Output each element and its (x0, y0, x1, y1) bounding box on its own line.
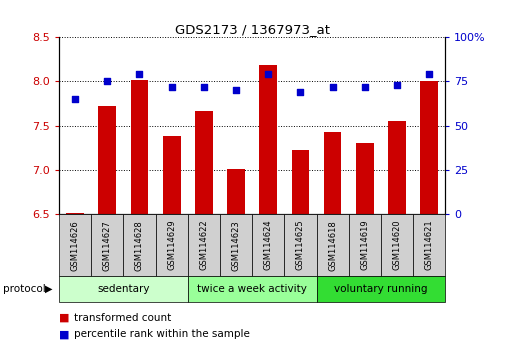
Text: GSM114625: GSM114625 (296, 220, 305, 270)
Bar (98, 106, 116, 214)
Bar (163, 136, 181, 214)
Text: transformed count: transformed count (74, 313, 172, 322)
Text: GSM114623: GSM114623 (231, 220, 241, 270)
Text: GSM114626: GSM114626 (71, 220, 80, 270)
Bar (324, 132, 342, 214)
Point (103, 79, 111, 84)
Text: ▶: ▶ (45, 284, 52, 294)
Text: GSM114629: GSM114629 (167, 220, 176, 270)
Text: GSM114624: GSM114624 (264, 220, 273, 270)
Bar (66, 213, 84, 214)
Bar (291, 150, 309, 214)
Text: ■: ■ (59, 313, 69, 322)
Bar (195, 110, 213, 214)
Text: percentile rank within the sample: percentile rank within the sample (74, 329, 250, 339)
Text: protocol: protocol (3, 284, 45, 294)
Text: GSM114628: GSM114628 (135, 220, 144, 270)
Bar (420, 80, 438, 214)
Text: voluntary running: voluntary running (334, 284, 428, 294)
Title: GDS2173 / 1367973_at: GDS2173 / 1367973_at (174, 23, 330, 36)
Point (135, 72, 144, 77)
Point (328, 84, 337, 90)
Point (393, 82, 401, 88)
Text: GSM114619: GSM114619 (360, 220, 369, 270)
Text: GSM114621: GSM114621 (425, 220, 433, 270)
Text: twice a week activity: twice a week activity (197, 284, 307, 294)
Text: GSM114627: GSM114627 (103, 220, 112, 270)
Bar (356, 143, 373, 214)
Point (168, 84, 176, 90)
Bar (388, 121, 406, 214)
Text: sedentary: sedentary (97, 284, 150, 294)
Point (361, 84, 369, 90)
Point (297, 89, 305, 95)
Point (264, 72, 272, 77)
Bar (227, 169, 245, 214)
Point (71, 96, 79, 102)
Bar (260, 65, 277, 214)
Text: ■: ■ (59, 329, 69, 339)
Point (232, 87, 240, 93)
Point (425, 72, 433, 77)
Text: GSM114622: GSM114622 (200, 220, 208, 270)
Bar (131, 80, 148, 214)
Point (200, 84, 208, 90)
Text: GSM114620: GSM114620 (392, 220, 402, 270)
Text: GSM114618: GSM114618 (328, 220, 337, 270)
